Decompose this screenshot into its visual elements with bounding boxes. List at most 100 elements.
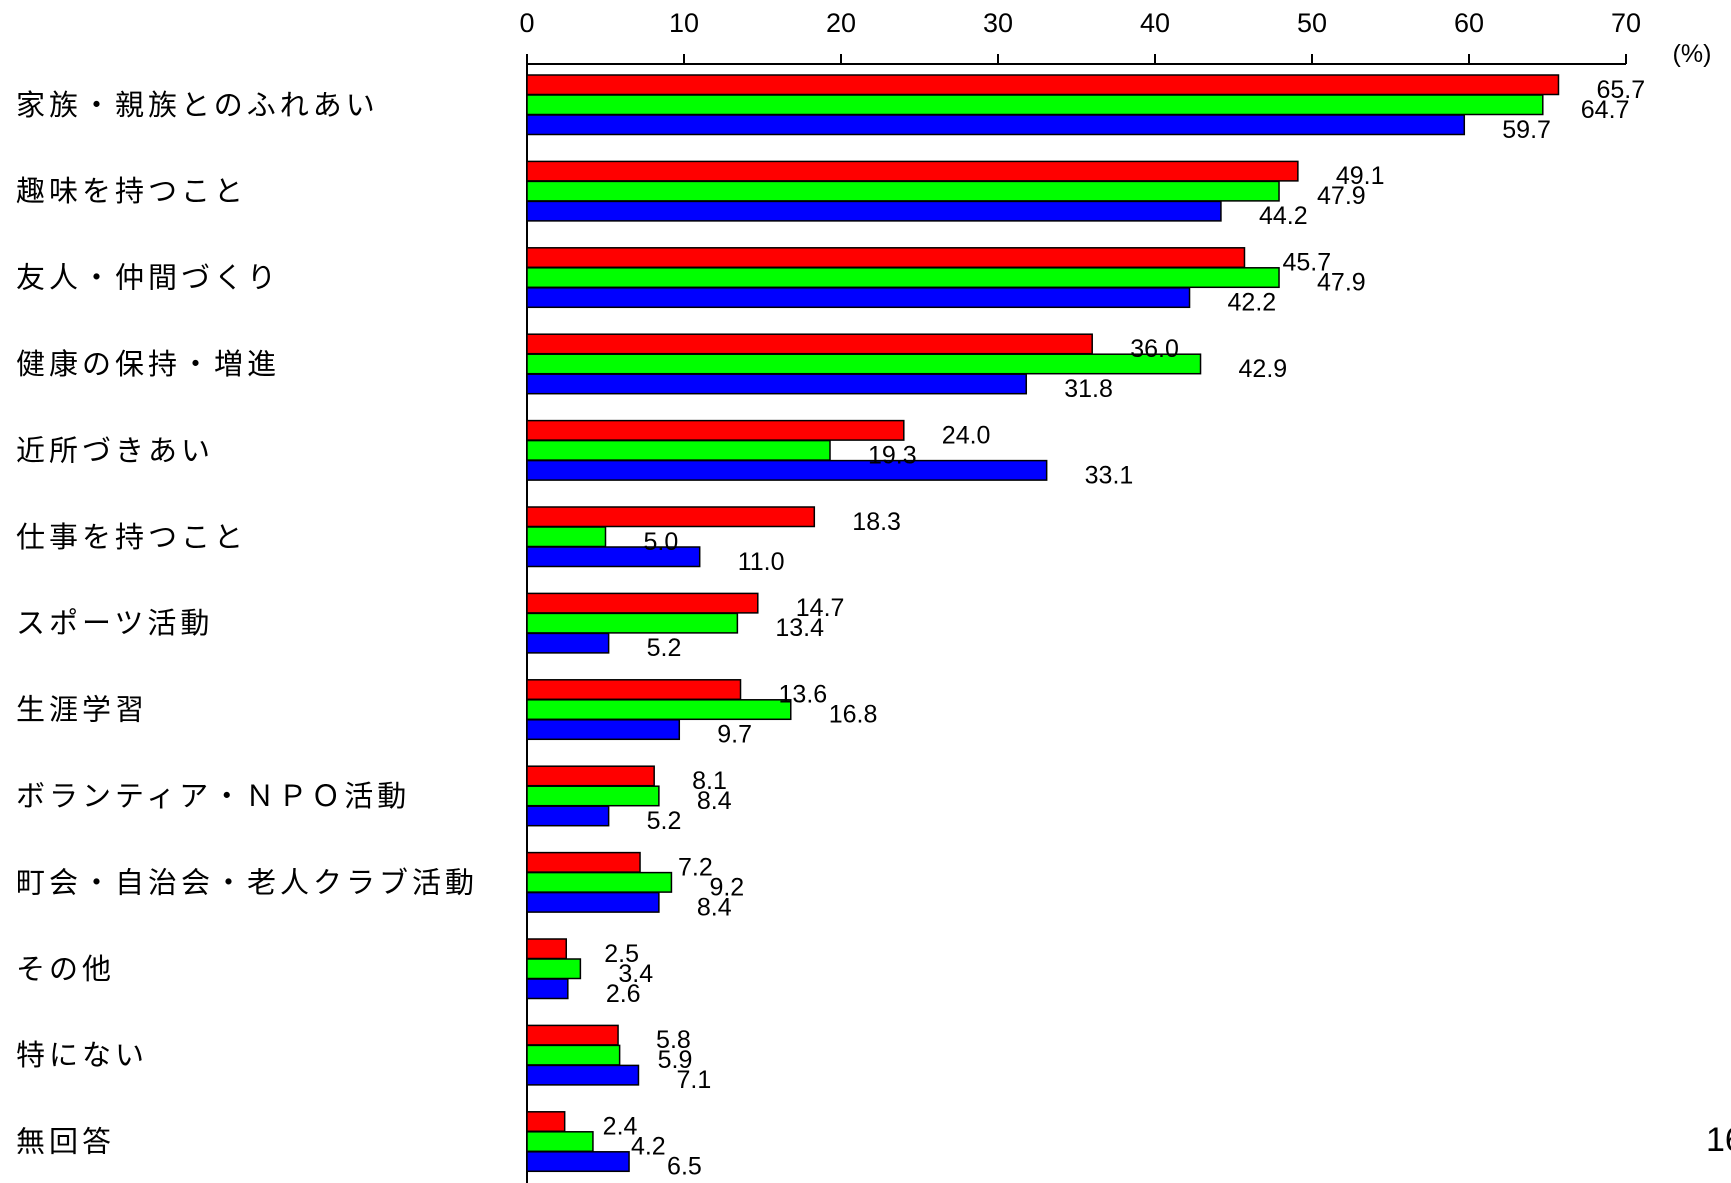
data-label: 59.7	[1502, 116, 1551, 144]
bar	[526, 506, 816, 528]
category-label: ボランティア・ＮＰＯ活動	[16, 780, 410, 813]
category-label: 友人・仲間づくり	[16, 262, 280, 295]
data-label: 2.4	[603, 1113, 638, 1141]
bar	[526, 180, 1280, 202]
data-label: 8.1	[692, 767, 727, 795]
data-label: 5.2	[647, 634, 682, 662]
data-label: 9.7	[717, 721, 752, 749]
category-labels: 家族・親族とのふれあい趣味を持つこと友人・仲間づくり健康の保持・増進近所づきあい…	[16, 89, 478, 1159]
data-label: 4.2	[631, 1133, 666, 1161]
bar	[526, 287, 1191, 309]
bar	[526, 439, 831, 461]
data-label: 33.1	[1085, 461, 1134, 489]
bar	[526, 1064, 640, 1086]
bars	[526, 74, 1560, 1173]
data-label: 47.9	[1317, 182, 1366, 210]
bar	[526, 160, 1299, 182]
data-label: 31.8	[1064, 375, 1113, 403]
data-label: 16.8	[829, 701, 878, 729]
bar	[526, 699, 792, 721]
bar	[526, 1024, 619, 1046]
bar	[526, 851, 641, 873]
bar	[526, 94, 1544, 116]
data-label: 5.0	[644, 528, 679, 556]
bar	[526, 958, 582, 980]
data-label: 7.1	[676, 1066, 711, 1094]
bar	[526, 765, 655, 787]
data-label: 6.5	[667, 1153, 702, 1181]
bar	[526, 526, 607, 548]
data-label: 5.2	[647, 807, 682, 835]
x-tick-label: 0	[519, 8, 534, 38]
bar	[526, 333, 1093, 355]
bar	[526, 373, 1028, 395]
data-label: 3.4	[618, 960, 653, 988]
category-label: その他	[16, 953, 115, 986]
bar	[526, 546, 701, 568]
bar	[526, 114, 1466, 136]
data-label: 13.6	[779, 681, 828, 709]
bar	[526, 719, 681, 741]
bar	[526, 247, 1246, 269]
category-label: 健康の保持・増進	[16, 348, 280, 381]
x-tick-label: 60	[1454, 8, 1484, 38]
data-label: 5.8	[656, 1026, 691, 1054]
data-label: 42.9	[1239, 355, 1288, 383]
data-label: 24.0	[942, 421, 991, 449]
bar	[526, 419, 905, 441]
unit-label: (%)	[1673, 40, 1712, 68]
category-label: 家族・親族とのふれあい	[16, 89, 379, 122]
data-label: 47.9	[1317, 269, 1366, 297]
bar	[526, 353, 1202, 375]
data-label: 8.4	[697, 787, 732, 815]
x-tick-label: 30	[983, 8, 1013, 38]
x-tick-label: 10	[669, 8, 699, 38]
bar	[526, 1044, 621, 1066]
page-number: 16	[1706, 1121, 1731, 1159]
bar	[526, 1131, 594, 1153]
bar	[526, 805, 610, 827]
data-label: 65.7	[1596, 76, 1645, 104]
bar	[526, 200, 1222, 222]
data-label: 45.7	[1282, 249, 1331, 277]
data-label: 42.2	[1228, 289, 1277, 317]
data-label: 13.4	[775, 614, 824, 642]
data-label: 7.2	[678, 853, 713, 881]
data-label: 11.0	[738, 548, 785, 576]
data-label: 2.6	[606, 980, 641, 1008]
bar	[526, 592, 759, 614]
category-label: 町会・自治会・老人クラブ活動	[16, 866, 478, 899]
data-label: 36.0	[1130, 335, 1179, 363]
x-tick-label: 50	[1297, 8, 1327, 38]
category-label: 近所づきあい	[16, 434, 214, 467]
data-label: 19.3	[868, 441, 917, 469]
data-label: 64.7	[1581, 96, 1630, 124]
data-label: 14.7	[796, 594, 845, 622]
data-label: 5.9	[658, 1046, 693, 1074]
bar	[526, 632, 610, 654]
bar	[526, 74, 1560, 96]
bar	[526, 978, 569, 1000]
data-label: 18.3	[852, 508, 901, 536]
x-tick-label: 70	[1611, 8, 1641, 38]
bar	[526, 871, 673, 893]
data-label: 44.2	[1259, 202, 1308, 230]
bar	[526, 459, 1048, 481]
category-label: 無回答	[16, 1126, 115, 1159]
category-label: 特にない	[16, 1039, 148, 1072]
bar	[526, 267, 1280, 289]
bar	[526, 938, 567, 960]
category-label: スポーツ活動	[16, 607, 213, 640]
bar	[526, 891, 660, 913]
bar	[526, 1111, 566, 1133]
category-label: 趣味を持つこと	[16, 175, 247, 208]
bar	[526, 612, 739, 634]
bar	[526, 679, 742, 701]
bar	[526, 785, 660, 807]
data-label: 2.5	[604, 940, 639, 968]
data-label: 8.4	[697, 893, 732, 921]
category-label: 仕事を持つこと	[16, 521, 247, 554]
bar	[526, 1151, 630, 1173]
x-tick-label: 20	[826, 8, 856, 38]
